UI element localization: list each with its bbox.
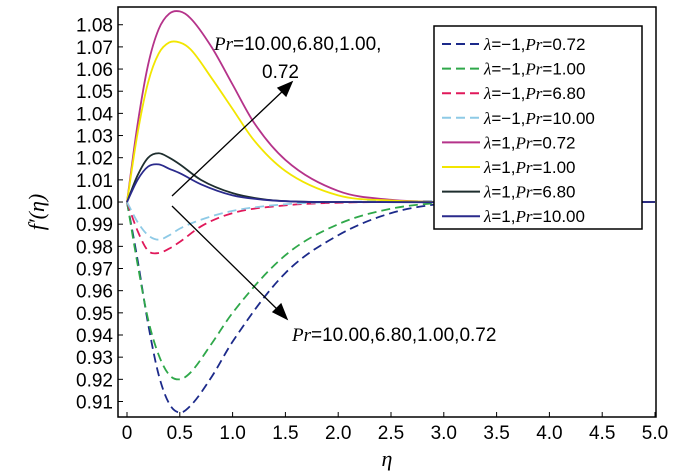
legend-entry-part: =1.00	[532, 158, 575, 177]
legend-entry-part: =6.80	[542, 84, 585, 103]
y-tick-label: 0.92	[76, 370, 113, 391]
annotation-lower: Pr=10.00,6.80,1.00,0.72	[291, 325, 496, 346]
legend-entry-part: λ	[483, 133, 491, 152]
legend-entry-part: Pr	[524, 60, 542, 79]
y-tick-label: 1.08	[76, 16, 113, 37]
legend-entry-part: Pr	[524, 84, 542, 103]
series-line-5	[126, 40, 656, 204]
legend-entry-5: λ=1,Pr=1.00	[483, 158, 576, 177]
y-tick-label: 0.98	[76, 237, 113, 258]
legend-entry-part: λ	[483, 158, 491, 177]
legend-entry-part: =−1,	[491, 109, 525, 128]
annotation-upper-line1: Pr=10.00,6.80,1.00,	[213, 34, 381, 55]
legend-entry-part: λ	[483, 35, 491, 54]
legend-entry-part: =1.00	[542, 60, 585, 79]
legend-entry-part: λ	[483, 183, 491, 202]
legend-entry-part: =1,	[491, 158, 515, 177]
x-tick-label: 3.0	[431, 423, 457, 444]
annotation-upper-line2: 0.72	[262, 62, 299, 83]
y-tick-label: 0.94	[76, 326, 113, 347]
legend-entry-part: λ	[483, 109, 491, 128]
y-tick-label: 1.06	[76, 60, 113, 81]
y-tick-label: 0.96	[76, 282, 113, 303]
y-axis-label-arg: (η)	[24, 194, 49, 220]
x-tick-label: 5.0	[642, 423, 668, 444]
annotation-upper-pr: Pr	[213, 34, 234, 55]
arrow-up-line	[171, 87, 287, 197]
legend-entry-part: λ	[483, 60, 491, 79]
x-tick-label: 2.0	[325, 423, 351, 444]
y-tick-label: 0.95	[76, 304, 113, 325]
legend-entry-part: Pr	[524, 109, 542, 128]
arrow-down-line	[171, 205, 281, 313]
x-tick-label: 0.5	[167, 423, 193, 444]
legend-entry-part: =−1,	[491, 60, 525, 79]
legend-entry-3: λ=−1,Pr=10.00	[483, 109, 595, 128]
legend-entry-7: λ=1,Pr=10.00	[483, 207, 585, 226]
y-tick-label: 1.04	[76, 104, 113, 125]
x-tick-label: 4.5	[589, 423, 615, 444]
x-tick-label: 1.0	[219, 423, 245, 444]
legend-entry-2: λ=−1,Pr=6.80	[483, 84, 585, 103]
y-tick-label: 1.00	[76, 193, 113, 214]
y-tick-label: 0.93	[76, 348, 113, 369]
y-axis-label-main: f′	[24, 218, 49, 230]
legend-entry-part: =1,	[491, 207, 515, 226]
series-line-7	[126, 163, 656, 204]
legend-entry-0: λ=−1,Pr=0.72	[483, 35, 585, 54]
y-tick-label: 1.03	[76, 127, 113, 148]
legend-box	[433, 25, 643, 230]
legend-entry-part: =10.00	[532, 207, 584, 226]
arrow-up-head	[276, 80, 294, 98]
x-tick-label: 3.5	[483, 423, 509, 444]
legend-entry-part: =1,	[491, 183, 515, 202]
y-tick-label: 1.01	[76, 171, 113, 192]
legend-entry-part: λ	[483, 207, 491, 226]
x-tick-label: 2.5	[378, 423, 404, 444]
legend-entry-part: Pr	[514, 133, 532, 152]
y-tick-label: 0.97	[76, 260, 113, 281]
legend-entry-part: =−1,	[491, 35, 525, 54]
legend-entry-part: Pr	[514, 183, 532, 202]
y-tick-label: 1.05	[76, 82, 113, 103]
legend-entry-part: =10.00	[542, 109, 594, 128]
legend-entry-part: =1,	[491, 133, 515, 152]
legend-entry-6: λ=1,Pr=6.80	[483, 183, 576, 202]
legend-entry-part: Pr	[514, 207, 532, 226]
legend-entry-part: =0.72	[532, 133, 575, 152]
y-tick-label: 0.99	[76, 215, 113, 236]
arrow-down-head	[271, 302, 289, 321]
x-axis-label: η	[382, 446, 393, 471]
legend-entry-part: =6.80	[532, 183, 575, 202]
legend-entry-part: =0.72	[542, 35, 585, 54]
y-axis-label: f′(η)	[24, 194, 49, 231]
x-tick-label: 0	[122, 423, 133, 444]
legend-entry-1: λ=−1,Pr=1.00	[483, 60, 585, 79]
legend-items: λ=−1,Pr=0.72λ=−1,Pr=1.00λ=−1,Pr=6.80λ=−1…	[442, 35, 595, 226]
annotation-upper-values: =10.00,6.80,1.00,	[233, 34, 381, 55]
x-axis-ticks: 0 0.5 1.0 1.5 2.0 2.5 3.0 3.5 4.0 4.5 5.0	[122, 412, 668, 444]
annotation-arrows	[171, 80, 294, 321]
y-tick-label: 0.91	[76, 392, 113, 413]
legend-entry-part: Pr	[524, 35, 542, 54]
x-tick-label: 1.5	[272, 423, 298, 444]
legend-entry-part: =−1,	[491, 84, 525, 103]
legend-entry-part: λ	[483, 84, 491, 103]
series-line-0	[126, 200, 656, 414]
y-axis-ticks: 0.910.920.930.940.950.960.970.980.991.00…	[76, 16, 123, 413]
annotation-lower-values: =10.00,6.80,1.00,0.72	[311, 325, 496, 346]
annotation-lower-pr: Pr	[291, 325, 312, 346]
legend-entry-part: Pr	[514, 158, 532, 177]
legend-entry-4: λ=1,Pr=0.72	[483, 133, 576, 152]
y-tick-label: 1.02	[76, 149, 113, 170]
y-tick-label: 1.07	[76, 38, 113, 59]
x-tick-label: 4.0	[536, 423, 562, 444]
